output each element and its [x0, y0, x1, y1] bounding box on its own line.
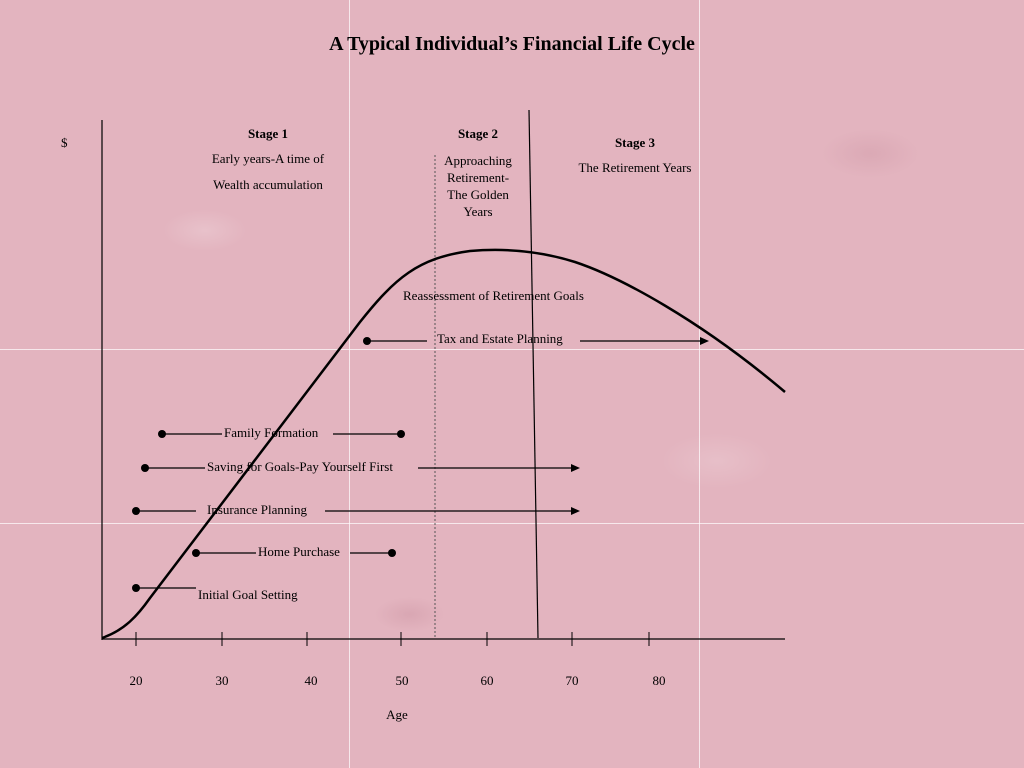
x-tick-label: 20	[129, 673, 143, 688]
family-end-dot	[397, 430, 405, 438]
family-formation-label: Family Formation	[224, 425, 319, 440]
insurance-planning-label: Insurance Planning	[207, 502, 308, 517]
x-tick-label: 40	[304, 673, 318, 688]
reassessment-label: Reassessment of Retirement Goals	[403, 288, 584, 303]
x-tick-label: 30	[215, 673, 229, 688]
tax-estate-arrowhead	[700, 337, 709, 345]
stage1-line1: Early years-A time of	[211, 151, 325, 166]
stage2-line: Approaching	[444, 153, 512, 168]
tax-estate-label: Tax and Estate Planning	[437, 331, 563, 346]
stage2-line: Years	[463, 204, 493, 219]
x-tick-label: 60	[480, 673, 494, 688]
stage1-heading: Stage 1	[247, 126, 289, 141]
stage1-line2: Wealth accumulation	[213, 177, 323, 192]
stage-divider-solid	[528, 109, 539, 639]
initial-goal-setting-label: Initial Goal Setting	[198, 587, 298, 602]
x-tick-label: 70	[565, 673, 579, 688]
insurance-arrowhead	[571, 507, 580, 515]
stage3-line1: The Retirement Years	[578, 160, 692, 175]
diagram-title: A Typical Individual’s Financial Life Cy…	[329, 33, 695, 55]
wealth-curve	[101, 248, 786, 640]
stage2-line: The Golden	[447, 187, 509, 202]
x-axis-label: Age	[386, 707, 408, 722]
x-tick-label: 80	[652, 673, 666, 688]
saving-goals-label: Saving for Goals-Pay Yourself First	[207, 459, 393, 474]
saving-arrowhead	[571, 464, 580, 472]
x-tick-label: 50	[395, 673, 409, 688]
stage2-line: Retirement-	[446, 170, 510, 185]
y-axis-label: $	[61, 135, 68, 150]
home-end-dot	[388, 549, 396, 557]
stage3-heading: Stage 3	[614, 135, 656, 150]
home-purchase-label: Home Purchase	[258, 544, 340, 559]
stage2-description: Approaching Retirement- The Golden Years	[428, 152, 528, 220]
stage2-heading: Stage 2	[457, 126, 499, 141]
